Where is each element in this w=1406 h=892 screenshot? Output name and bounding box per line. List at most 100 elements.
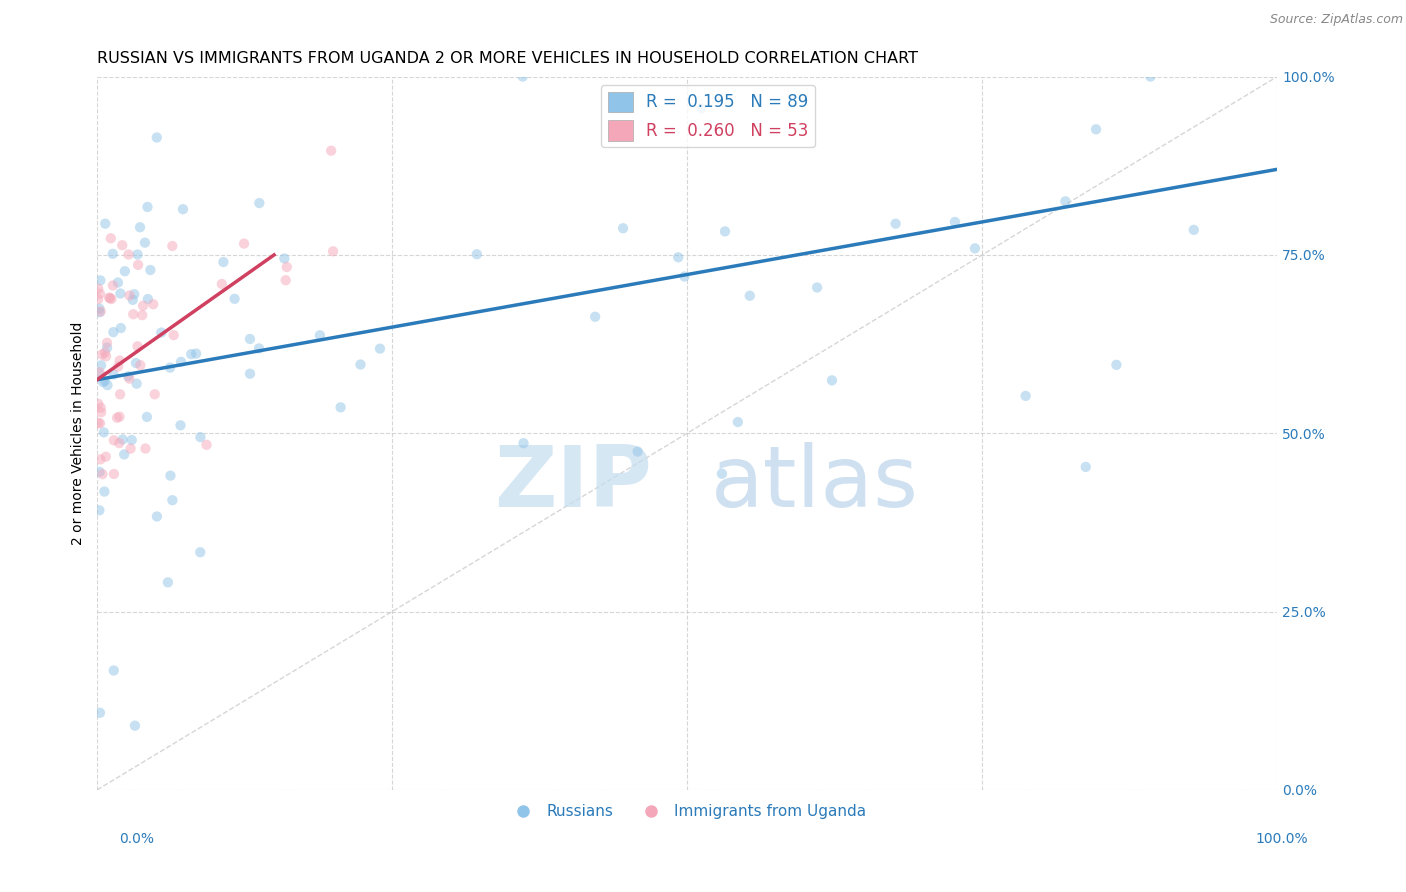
- Point: [714, 224, 737, 238]
- Point: [169, 418, 191, 433]
- Point: [612, 221, 634, 235]
- Point: [107, 359, 129, 374]
- Point: [94, 349, 117, 363]
- Point: [963, 241, 986, 255]
- Point: [121, 293, 143, 307]
- Point: [349, 358, 371, 372]
- Point: [710, 467, 733, 481]
- Point: [117, 247, 139, 261]
- Point: [124, 719, 146, 733]
- Point: [94, 374, 117, 388]
- Point: [89, 417, 111, 431]
- Point: [806, 280, 828, 294]
- Point: [108, 387, 131, 401]
- Point: [89, 503, 111, 517]
- Point: [127, 258, 149, 272]
- Point: [112, 447, 135, 461]
- Point: [512, 70, 534, 84]
- Point: [156, 575, 179, 590]
- Point: [90, 348, 112, 362]
- Point: [107, 276, 129, 290]
- Text: ZIP: ZIP: [494, 442, 652, 524]
- Point: [1139, 70, 1161, 84]
- Point: [90, 358, 112, 372]
- Text: atlas: atlas: [711, 442, 918, 524]
- Point: [139, 263, 162, 277]
- Point: [118, 288, 141, 302]
- Point: [118, 371, 141, 385]
- Point: [89, 286, 111, 301]
- Point: [114, 264, 136, 278]
- Point: [162, 239, 184, 253]
- Point: [512, 436, 534, 450]
- Point: [120, 442, 142, 456]
- Point: [884, 217, 907, 231]
- Point: [103, 664, 125, 678]
- Point: [239, 367, 262, 381]
- Point: [247, 342, 270, 356]
- Point: [188, 545, 211, 559]
- Point: [89, 273, 111, 287]
- Point: [142, 297, 165, 311]
- Point: [738, 289, 761, 303]
- Point: [90, 304, 112, 318]
- Point: [309, 328, 332, 343]
- Point: [93, 484, 115, 499]
- Point: [127, 247, 149, 261]
- Point: [89, 706, 111, 720]
- Point: [94, 345, 117, 359]
- Point: [583, 310, 606, 324]
- Point: [87, 416, 110, 430]
- Point: [93, 425, 115, 440]
- Point: [110, 286, 132, 301]
- Point: [1182, 223, 1205, 237]
- Point: [368, 342, 391, 356]
- Point: [224, 292, 246, 306]
- Point: [125, 376, 148, 391]
- Point: [101, 247, 124, 261]
- Point: [100, 292, 122, 306]
- Point: [136, 409, 159, 424]
- Y-axis label: 2 or more Vehicles in Household: 2 or more Vehicles in Household: [72, 321, 86, 545]
- Point: [103, 368, 125, 382]
- Point: [212, 255, 235, 269]
- Text: Source: ZipAtlas.com: Source: ZipAtlas.com: [1270, 13, 1403, 27]
- Point: [90, 405, 112, 419]
- Point: [195, 438, 218, 452]
- Point: [273, 252, 295, 266]
- Point: [1054, 194, 1077, 209]
- Point: [94, 217, 117, 231]
- Point: [1105, 358, 1128, 372]
- Point: [143, 387, 166, 401]
- Point: [103, 467, 125, 481]
- Point: [89, 368, 111, 382]
- Point: [136, 292, 159, 306]
- Point: [132, 299, 155, 313]
- Point: [103, 325, 125, 339]
- Point: [103, 434, 125, 448]
- Point: [110, 321, 132, 335]
- Point: [129, 220, 152, 235]
- Point: [146, 509, 169, 524]
- Point: [96, 378, 118, 392]
- Point: [96, 335, 118, 350]
- Point: [101, 278, 124, 293]
- Point: [111, 238, 134, 252]
- Point: [321, 144, 343, 158]
- Text: 100.0%: 100.0%: [1256, 832, 1308, 846]
- Point: [108, 436, 131, 450]
- Point: [117, 369, 139, 384]
- Point: [89, 365, 111, 379]
- Point: [122, 287, 145, 301]
- Point: [329, 401, 352, 415]
- Point: [89, 465, 111, 479]
- Point: [91, 375, 114, 389]
- Point: [127, 339, 149, 353]
- Point: [162, 493, 184, 508]
- Point: [108, 409, 131, 424]
- Point: [159, 360, 181, 375]
- Point: [98, 291, 121, 305]
- Point: [125, 356, 148, 370]
- Point: [211, 277, 233, 291]
- Point: [89, 452, 111, 467]
